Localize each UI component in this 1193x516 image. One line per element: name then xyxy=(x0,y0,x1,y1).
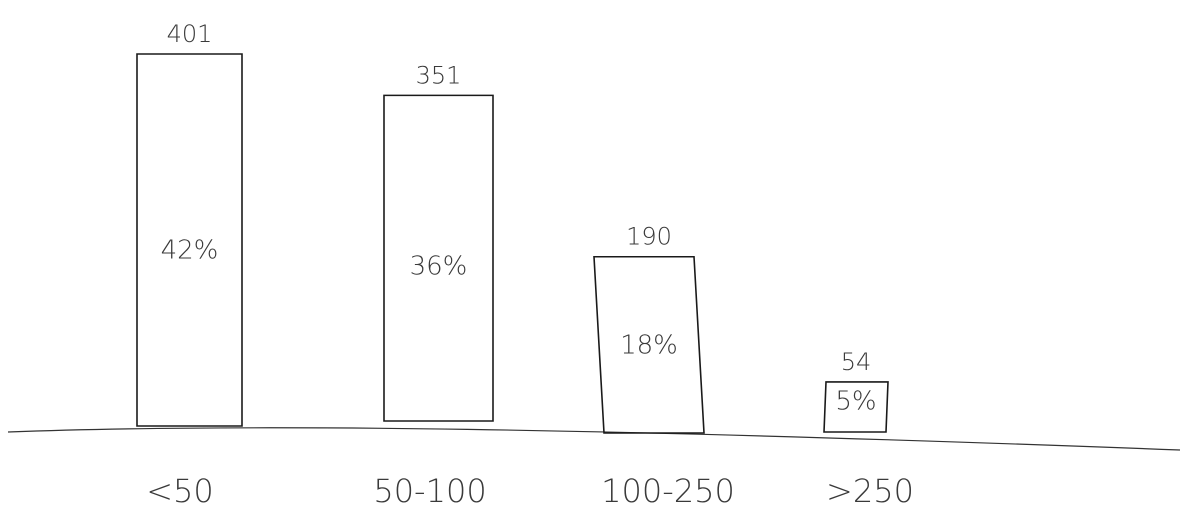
percent-label-2: 36% xyxy=(410,251,468,281)
category-label-2: 50-100 xyxy=(373,472,486,510)
percent-labels: 42% 36% 18% 5% xyxy=(161,236,877,417)
category-label-3: 100-250 xyxy=(601,472,735,510)
category-label-1: <50 xyxy=(146,472,214,510)
percent-label-3: 18% xyxy=(620,331,678,361)
value-label-2: 351 xyxy=(416,61,462,89)
percent-label-1: 42% xyxy=(161,236,219,266)
percent-label-4: 5% xyxy=(835,386,876,416)
category-label-4: >250 xyxy=(826,472,914,510)
x-axis-baseline xyxy=(7,427,1181,451)
value-label-3: 190 xyxy=(626,223,672,251)
value-labels: 401 351 190 54 xyxy=(167,20,872,376)
bar-1 xyxy=(136,53,243,427)
value-label-1: 401 xyxy=(167,20,213,48)
bar-3 xyxy=(593,255,705,434)
bar-4 xyxy=(823,381,889,433)
bar-2 xyxy=(383,94,494,422)
value-label-4: 54 xyxy=(841,348,872,376)
category-labels: <50 50-100 100-250 >250 xyxy=(146,472,914,510)
bars xyxy=(136,53,889,434)
